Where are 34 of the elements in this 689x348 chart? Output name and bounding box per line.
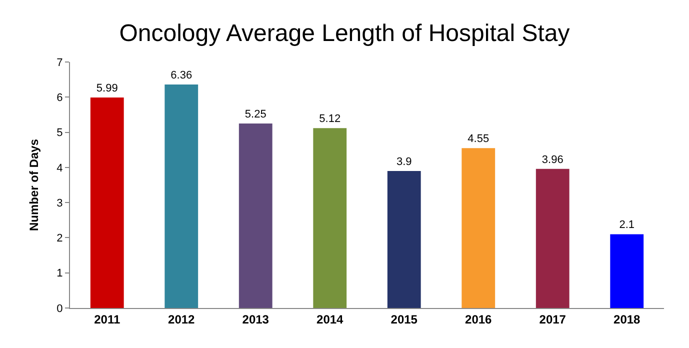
bar (387, 170, 421, 308)
y-tick-label: 0 (56, 302, 63, 315)
chart-title: Oncology Average Length of Hospital Stay (119, 20, 570, 48)
data-label: 3.9 (396, 156, 412, 168)
bar (90, 97, 124, 308)
x-tick-label: 2017 (539, 312, 566, 326)
data-label: 4.55 (468, 133, 490, 146)
bar (610, 234, 644, 308)
bar (536, 168, 570, 308)
y-tick-label: 5 (56, 127, 63, 140)
y-tick-label: 2 (56, 232, 63, 245)
data-label: 3.96 (542, 154, 564, 166)
data-label: 6.36 (170, 69, 192, 82)
x-tick-label: 2013 (242, 312, 270, 326)
y-axis-title: Number of Days (26, 138, 41, 232)
x-tick-label: 2015 (390, 312, 418, 326)
x-tick-label: 2014 (316, 312, 344, 326)
y-tick-label: 4 (56, 162, 63, 174)
y-tick-label: 7 (56, 56, 63, 69)
x-tick-label: 2011 (94, 312, 120, 326)
data-label: 5.99 (96, 82, 118, 94)
x-tick-label: 2018 (614, 312, 641, 326)
bar (313, 128, 347, 308)
y-tick-label: 1 (56, 268, 63, 280)
bar (238, 124, 272, 308)
x-tick-label: 2016 (465, 312, 492, 326)
data-label: 2.1 (619, 219, 635, 232)
y-tick-label: 3 (56, 197, 63, 210)
data-label: 5.25 (244, 108, 266, 120)
x-tick-label: 2012 (168, 312, 196, 326)
bar (462, 148, 496, 308)
data-label: 5.12 (319, 113, 341, 126)
bar (164, 84, 198, 308)
y-tick-label: 6 (56, 92, 63, 104)
